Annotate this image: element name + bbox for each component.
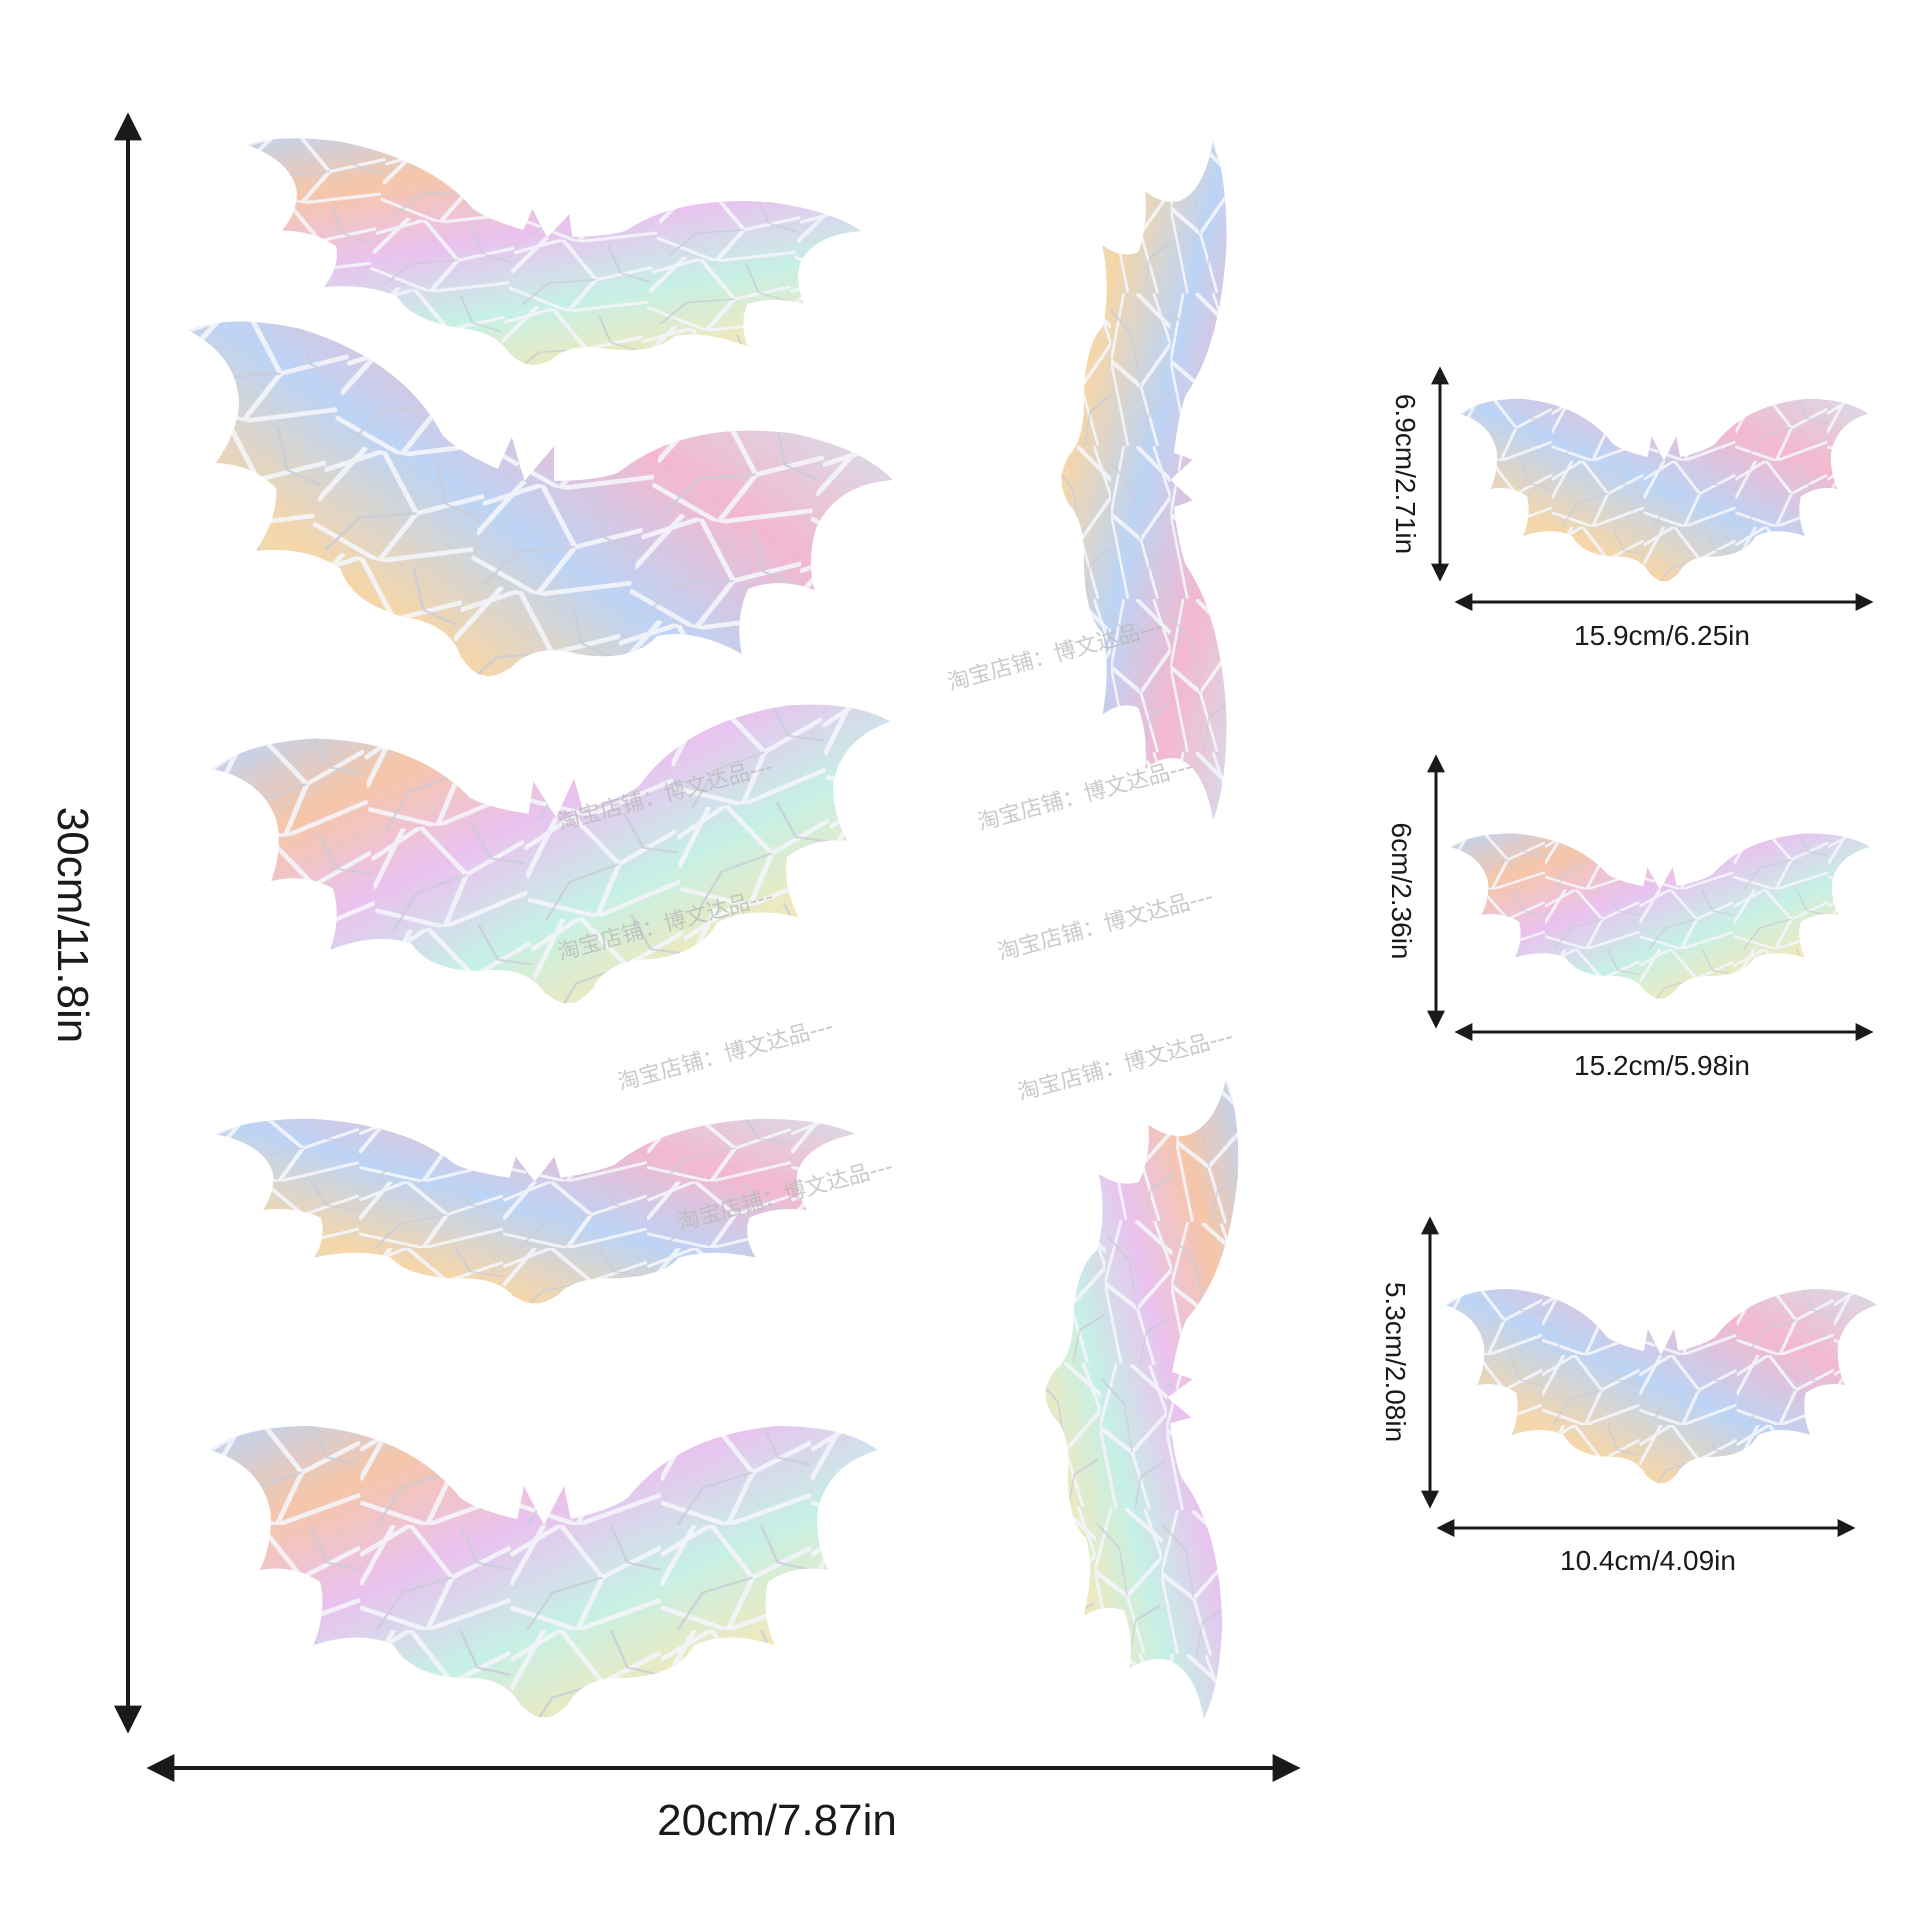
bat-2-width-label: 15.2cm/5.98in: [1574, 1050, 1750, 1081]
watermark: 淘宝店铺：博文达品---: [1015, 1024, 1236, 1106]
bat-sticker: [210, 698, 909, 1027]
watermark: 淘宝店铺：博文达品---: [975, 754, 1196, 836]
bat-sticker: [1445, 1289, 1877, 1484]
single-bat-2: 6cm/2.36in 15.2cm/5.98in: [1386, 754, 1874, 1081]
bat-sticker: [1450, 833, 1870, 999]
watermark: 淘宝店铺：博文达品---: [615, 1014, 836, 1096]
main-height-dimension: 30cm/11.8in: [48, 112, 142, 1734]
bat-1-width-label: 15.9cm/6.25in: [1574, 620, 1750, 651]
bat-sticker: [1034, 1073, 1242, 1720]
bat-sticker: [1061, 140, 1227, 820]
bat-sticker: [210, 1426, 878, 1718]
main-height-label: 30cm/11.8in: [48, 807, 97, 1043]
single-bat-1: 6.9cm/2.71in 15.9cm/6.25in: [1390, 366, 1874, 651]
bat-1-height-label: 6.9cm/2.71in: [1390, 394, 1421, 554]
bat-sticker: [131, 306, 898, 751]
bat-3-height-label: 5.3cm/2.08in: [1380, 1282, 1411, 1442]
bat-3-width-label: 10.4cm/4.09in: [1560, 1545, 1736, 1576]
bat-2-height-label: 6cm/2.36in: [1386, 823, 1417, 960]
main-width-dimension: 20cm/7.87in: [146, 1754, 1301, 1845]
single-bat-3: 5.3cm/2.08in 10.4cm/4.09in: [1380, 1216, 1877, 1576]
watermark: 淘宝店铺：博文达品---: [995, 884, 1216, 966]
main-width-label: 20cm/7.87in: [657, 1796, 897, 1845]
bat-sticker: [1460, 398, 1868, 582]
